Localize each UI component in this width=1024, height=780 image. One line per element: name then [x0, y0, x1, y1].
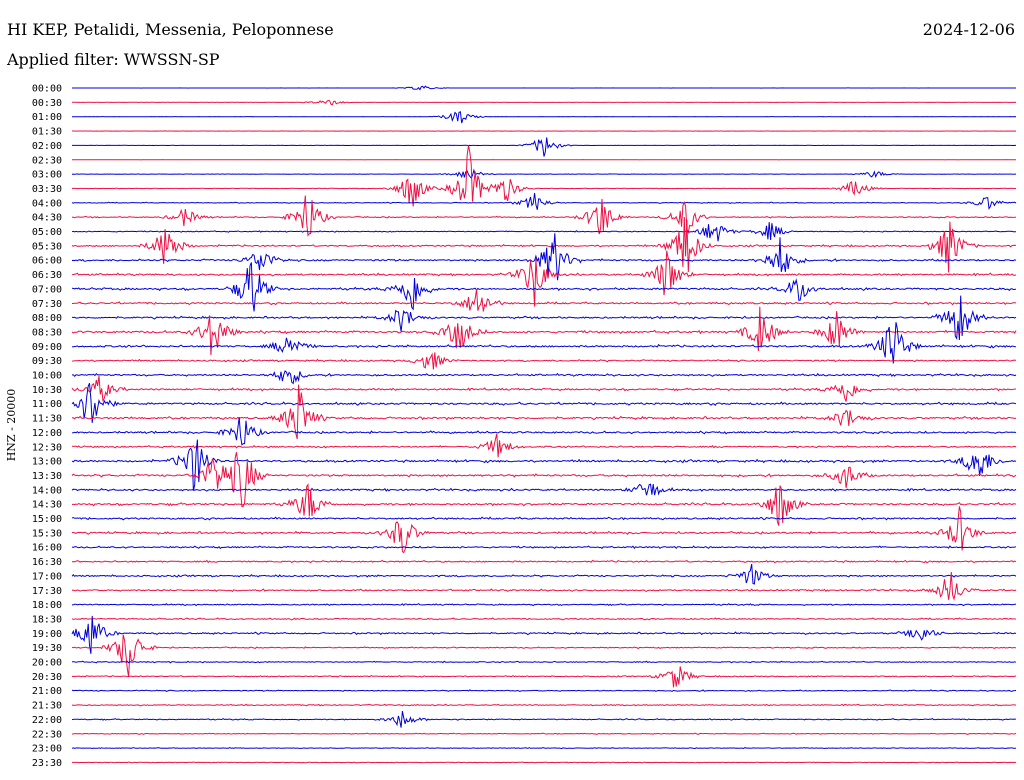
trace-row-1000: [71, 370, 1017, 385]
trace-row-0530: [71, 216, 1017, 273]
trace-row-0930: [71, 352, 1017, 370]
row-time-label: 16:00: [32, 543, 62, 554]
trace-row-0100: [72, 111, 1017, 124]
row-time-label: 02:30: [32, 155, 62, 166]
row-time-label: 22:30: [32, 729, 62, 740]
row-time-label: 22:00: [32, 715, 62, 726]
row-time-label: 00:30: [32, 98, 62, 109]
row-time-label: 04:30: [32, 213, 62, 224]
trace-row-1930: [71, 634, 1017, 678]
trace-row-2330: [72, 761, 1017, 764]
row-time-label: 07:30: [32, 299, 62, 310]
trace-row-1830: [71, 617, 1017, 621]
trace-row-2300: [71, 747, 1017, 750]
row-time-label: 07:00: [32, 284, 62, 295]
row-time-label: 08:00: [32, 313, 62, 324]
trace-row-1530: [72, 506, 1016, 554]
trace-row-1200: [71, 417, 1017, 446]
row-time-label: 09:00: [32, 342, 62, 353]
trace-row-2000: [72, 660, 1017, 664]
trace-row-0800: [71, 295, 1017, 341]
trace-row-1230: [72, 433, 1017, 458]
row-time-label: 19:30: [32, 643, 62, 654]
row-time-label: 12:00: [32, 428, 62, 439]
trace-row-0300: [71, 168, 1016, 179]
row-time-label: 12:30: [32, 442, 62, 453]
row-time-label: 20:30: [32, 672, 62, 683]
row-time-label: 05:00: [32, 227, 62, 238]
station-title: HI KEP, Petalidi, Messenia, Peloponnese: [7, 20, 334, 39]
trace-row-1330: [71, 452, 1017, 508]
trace-row-0630: [71, 250, 1017, 307]
trace-row-2230: [72, 732, 1017, 735]
row-time-label: 01:00: [32, 112, 62, 123]
row-time-label: 21:30: [32, 701, 62, 712]
row-time-label: 16:30: [32, 557, 62, 568]
trace-row-0600: [71, 233, 1017, 281]
trace-row-2130: [71, 703, 1016, 707]
trace-row-1630: [71, 559, 1017, 564]
row-time-label: 14:00: [32, 485, 62, 496]
row-time-label: 23:00: [32, 744, 62, 755]
row-time-label: 03:00: [32, 170, 62, 181]
row-time-label: 13:30: [32, 471, 62, 482]
row-time-label: 11:30: [32, 414, 62, 425]
row-time-label: 01:30: [32, 127, 62, 138]
trace-row-0500: [71, 222, 1016, 242]
row-time-label: 20:00: [32, 658, 62, 669]
row-time-label: 04:00: [32, 198, 62, 209]
trace-row-1400: [71, 483, 1017, 496]
trace-row-1100: [71, 383, 1017, 423]
trace-row-2100: [71, 689, 1017, 692]
row-time-label: 18:00: [32, 600, 62, 611]
trace-row-0730: [72, 289, 1017, 312]
row-time-label: 15:30: [32, 528, 62, 539]
date-label: 2024-12-06: [922, 20, 1015, 39]
row-time-label: 02:00: [32, 141, 62, 152]
trace-row-1500: [71, 516, 1017, 521]
row-time-label: 10:30: [32, 385, 62, 396]
trace-row-1800: [71, 603, 1017, 607]
row-time-label: 00:00: [32, 84, 62, 95]
row-time-label: 03:30: [32, 184, 62, 195]
row-time-label: 06:30: [32, 270, 62, 281]
trace-row-2030: [71, 666, 1017, 688]
trace-row-0700: [71, 262, 1017, 312]
trace-row-0000: [72, 85, 1016, 91]
trace-row-0830: [71, 306, 1017, 356]
row-time-label: 23:30: [32, 758, 62, 769]
trace-row-0330: [71, 145, 1017, 207]
row-time-label: 09:30: [32, 356, 62, 367]
trace-row-1030: [71, 375, 1017, 402]
trace-row-1130: [71, 384, 1017, 440]
row-time-label: 10:00: [32, 371, 62, 382]
trace-row-0030: [71, 99, 1017, 106]
row-time-label: 18:30: [32, 614, 62, 625]
row-time-label: 13:00: [32, 457, 62, 468]
trace-row-1730: [71, 571, 1017, 601]
row-time-label: 06:00: [32, 256, 62, 267]
row-time-label: 11:00: [32, 399, 62, 410]
row-time-label: 05:30: [32, 241, 62, 252]
row-time-label: 17:00: [32, 571, 62, 582]
trace-row-0400: [71, 192, 1017, 211]
row-time-label: 21:00: [32, 686, 62, 697]
trace-row-0900: [71, 322, 1016, 364]
trace-row-1430: [71, 483, 1017, 526]
row-time-label: 08:30: [32, 327, 62, 338]
trace-row-1600: [71, 545, 1017, 550]
filter-label: Applied filter: WWSSN-SP: [7, 50, 220, 69]
row-time-label: 14:30: [32, 500, 62, 511]
trace-row-1900: [71, 615, 1017, 654]
trace-row-1300: [71, 439, 1017, 491]
trace-row-0200: [72, 137, 1017, 157]
row-time-label: 17:30: [32, 586, 62, 597]
trace-row-2200: [71, 711, 1017, 728]
trace-row-1700: [71, 563, 1017, 585]
row-time-label: 15:00: [32, 514, 62, 525]
row-time-label: 19:00: [32, 629, 62, 640]
trace-row-0430: [71, 195, 1017, 237]
